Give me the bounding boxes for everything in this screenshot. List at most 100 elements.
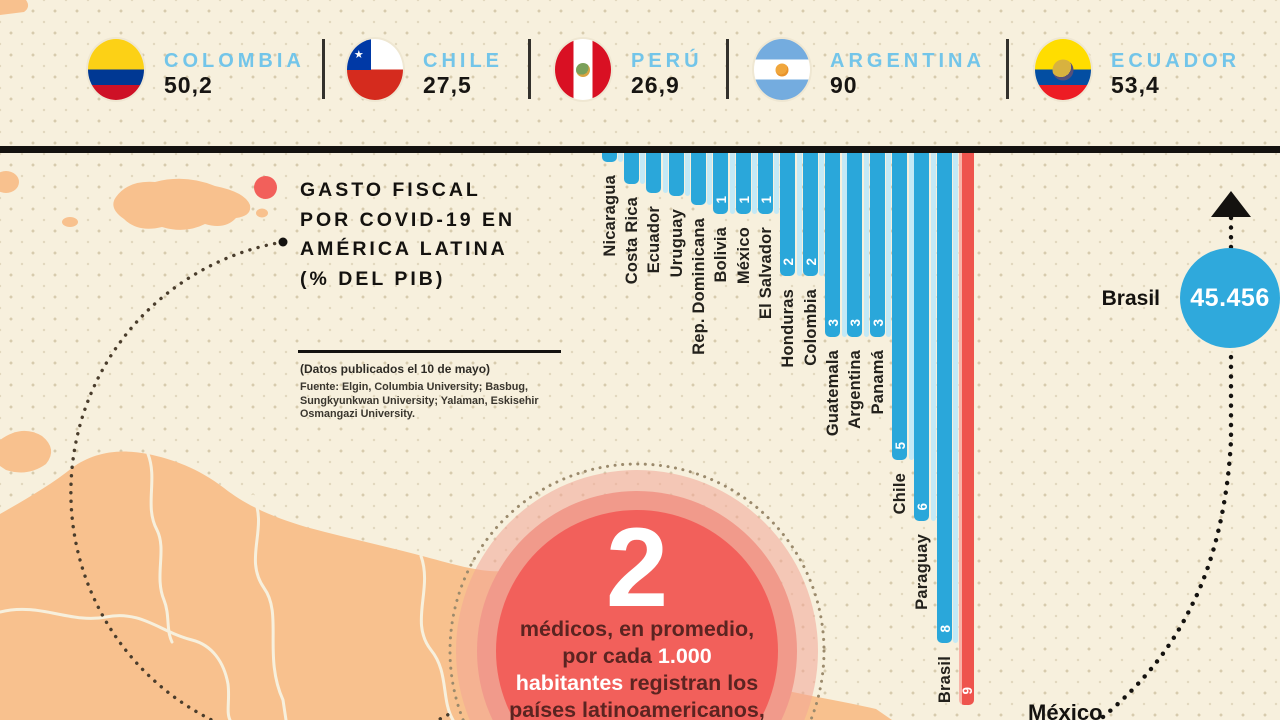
map-island-left	[0, 171, 19, 193]
map-island-corner	[0, 0, 29, 15]
stat-text-line: habitantes registran los	[515, 671, 759, 695]
bar-paraguay	[914, 153, 936, 521]
bar-highlight	[729, 153, 735, 215]
title-line: GASTO FISCAL	[300, 179, 481, 201]
bar-highlight	[752, 153, 758, 215]
up-arrow-icon	[1211, 191, 1251, 217]
bar-body	[869, 153, 885, 337]
header-separator	[1006, 39, 1009, 99]
bar-body	[646, 153, 662, 193]
title-divider	[298, 350, 561, 353]
bar-rep-dominicana	[690, 153, 713, 206]
flag-emblem-icon	[576, 62, 590, 77]
bar-body	[802, 153, 818, 276]
header-country-value: 90	[830, 72, 858, 98]
mexico-label: México	[1028, 700, 1103, 720]
title-line: (% DEL PIB)	[300, 267, 446, 290]
stat-text-line: países latinoamericanos,	[509, 698, 765, 720]
map-mainland	[0, 451, 892, 720]
bar-argentina	[847, 153, 869, 337]
bar-highlight	[886, 153, 892, 337]
ecuador-flag	[1033, 37, 1093, 102]
source-line: Sungkyunkwan University; Yalaman, Eskise…	[300, 394, 539, 407]
bar-body	[825, 153, 840, 337]
peru-flag	[553, 37, 613, 102]
bar-nicaragua	[601, 153, 624, 163]
header-country-value: 27,5	[423, 72, 472, 98]
bar-body	[914, 153, 930, 521]
header-separator	[528, 39, 531, 99]
source-line: Osmangazi University.	[300, 408, 416, 420]
header-country-value: 53,4	[1111, 72, 1160, 98]
bar-highlight	[953, 153, 959, 644]
stat-text-line: médicos, en promedio,	[519, 617, 755, 641]
bar-highlight	[685, 153, 691, 196]
bar-body	[757, 153, 773, 215]
header-country-name: PERÚ	[631, 50, 703, 72]
bar-body	[668, 153, 684, 196]
stat-text: médicos, en promedio, por cada 1.000 habit…	[496, 616, 778, 720]
title-line: POR COVID-19 EN	[300, 208, 516, 231]
brasil-value: 45.456	[1190, 283, 1270, 312]
map-island-hispaniola	[113, 178, 251, 230]
bar-brasil	[936, 153, 959, 644]
bar-el-salvador	[757, 153, 780, 215]
header-separator	[726, 39, 729, 99]
chile-star-icon: ★	[347, 39, 371, 70]
bar-highlight	[930, 153, 936, 521]
chile-flag: ★	[345, 37, 405, 102]
bar-panam-	[869, 153, 892, 337]
bar-guatemala	[825, 153, 847, 337]
source-line: Fuente: Elgin, Columbia University; Basb…	[300, 381, 528, 393]
bar-body	[601, 153, 617, 163]
bar-highlight	[662, 153, 668, 193]
bar-highlight	[841, 153, 847, 337]
bar-highlight	[819, 153, 825, 276]
bar-body	[780, 153, 796, 276]
header-country-name: COLOMBIA	[164, 50, 305, 72]
bar-body	[713, 153, 729, 215]
bar-body	[959, 153, 975, 705]
bar-bolivia	[713, 153, 735, 215]
bar-body	[690, 153, 706, 206]
bar-body	[936, 153, 952, 644]
bar-highlight	[774, 153, 780, 215]
stat-text-line: por cada 1.000	[562, 644, 712, 668]
stat-circle: 2 médicos, en promedio, por cada 1.000 hab…	[496, 510, 778, 720]
brasil-value-circle: 45.456	[1180, 248, 1280, 348]
dotted-trail-mexico-to-brasil	[1100, 351, 1234, 720]
bar-costa-rica	[623, 153, 646, 184]
source-block: Fuente: Elgin, Columbia University; Basb…	[300, 381, 539, 422]
bar-m-xico	[735, 153, 758, 215]
bar-body	[735, 153, 751, 215]
map-island-puertorico	[256, 208, 268, 218]
bar-unlabeled	[959, 153, 981, 705]
arc-end-dot	[278, 237, 288, 247]
bar-body	[623, 153, 639, 184]
dotted-circle-arc	[69, 240, 453, 720]
brasil-label: Brasil	[1101, 287, 1160, 310]
bar-body	[847, 153, 863, 337]
bar-chile	[892, 153, 914, 460]
header-country-name: ARGENTINA	[830, 50, 985, 72]
header-country-name: CHILE	[423, 50, 503, 72]
argentina-flag	[752, 37, 812, 102]
legend-red-dot	[254, 176, 277, 199]
colombia-flag	[86, 37, 146, 102]
bar-highlight	[908, 153, 914, 460]
stat-big-number: 2	[605, 505, 669, 630]
bar-highlight	[863, 153, 869, 337]
header-country-value: 26,9	[631, 72, 680, 98]
bar-uruguay	[668, 153, 691, 196]
data-published-note: (Datos publicados el 10 de mayo)	[300, 362, 491, 376]
map-island-jamaica	[62, 217, 78, 227]
title-block: GASTO FISCAL POR COVID-19 EN AMÉRICA LAT…	[300, 176, 515, 294]
header-separator	[322, 39, 325, 99]
bar-highlight	[796, 153, 802, 276]
bar-highlight	[618, 153, 623, 163]
header-country-value: 50,2	[164, 72, 213, 98]
